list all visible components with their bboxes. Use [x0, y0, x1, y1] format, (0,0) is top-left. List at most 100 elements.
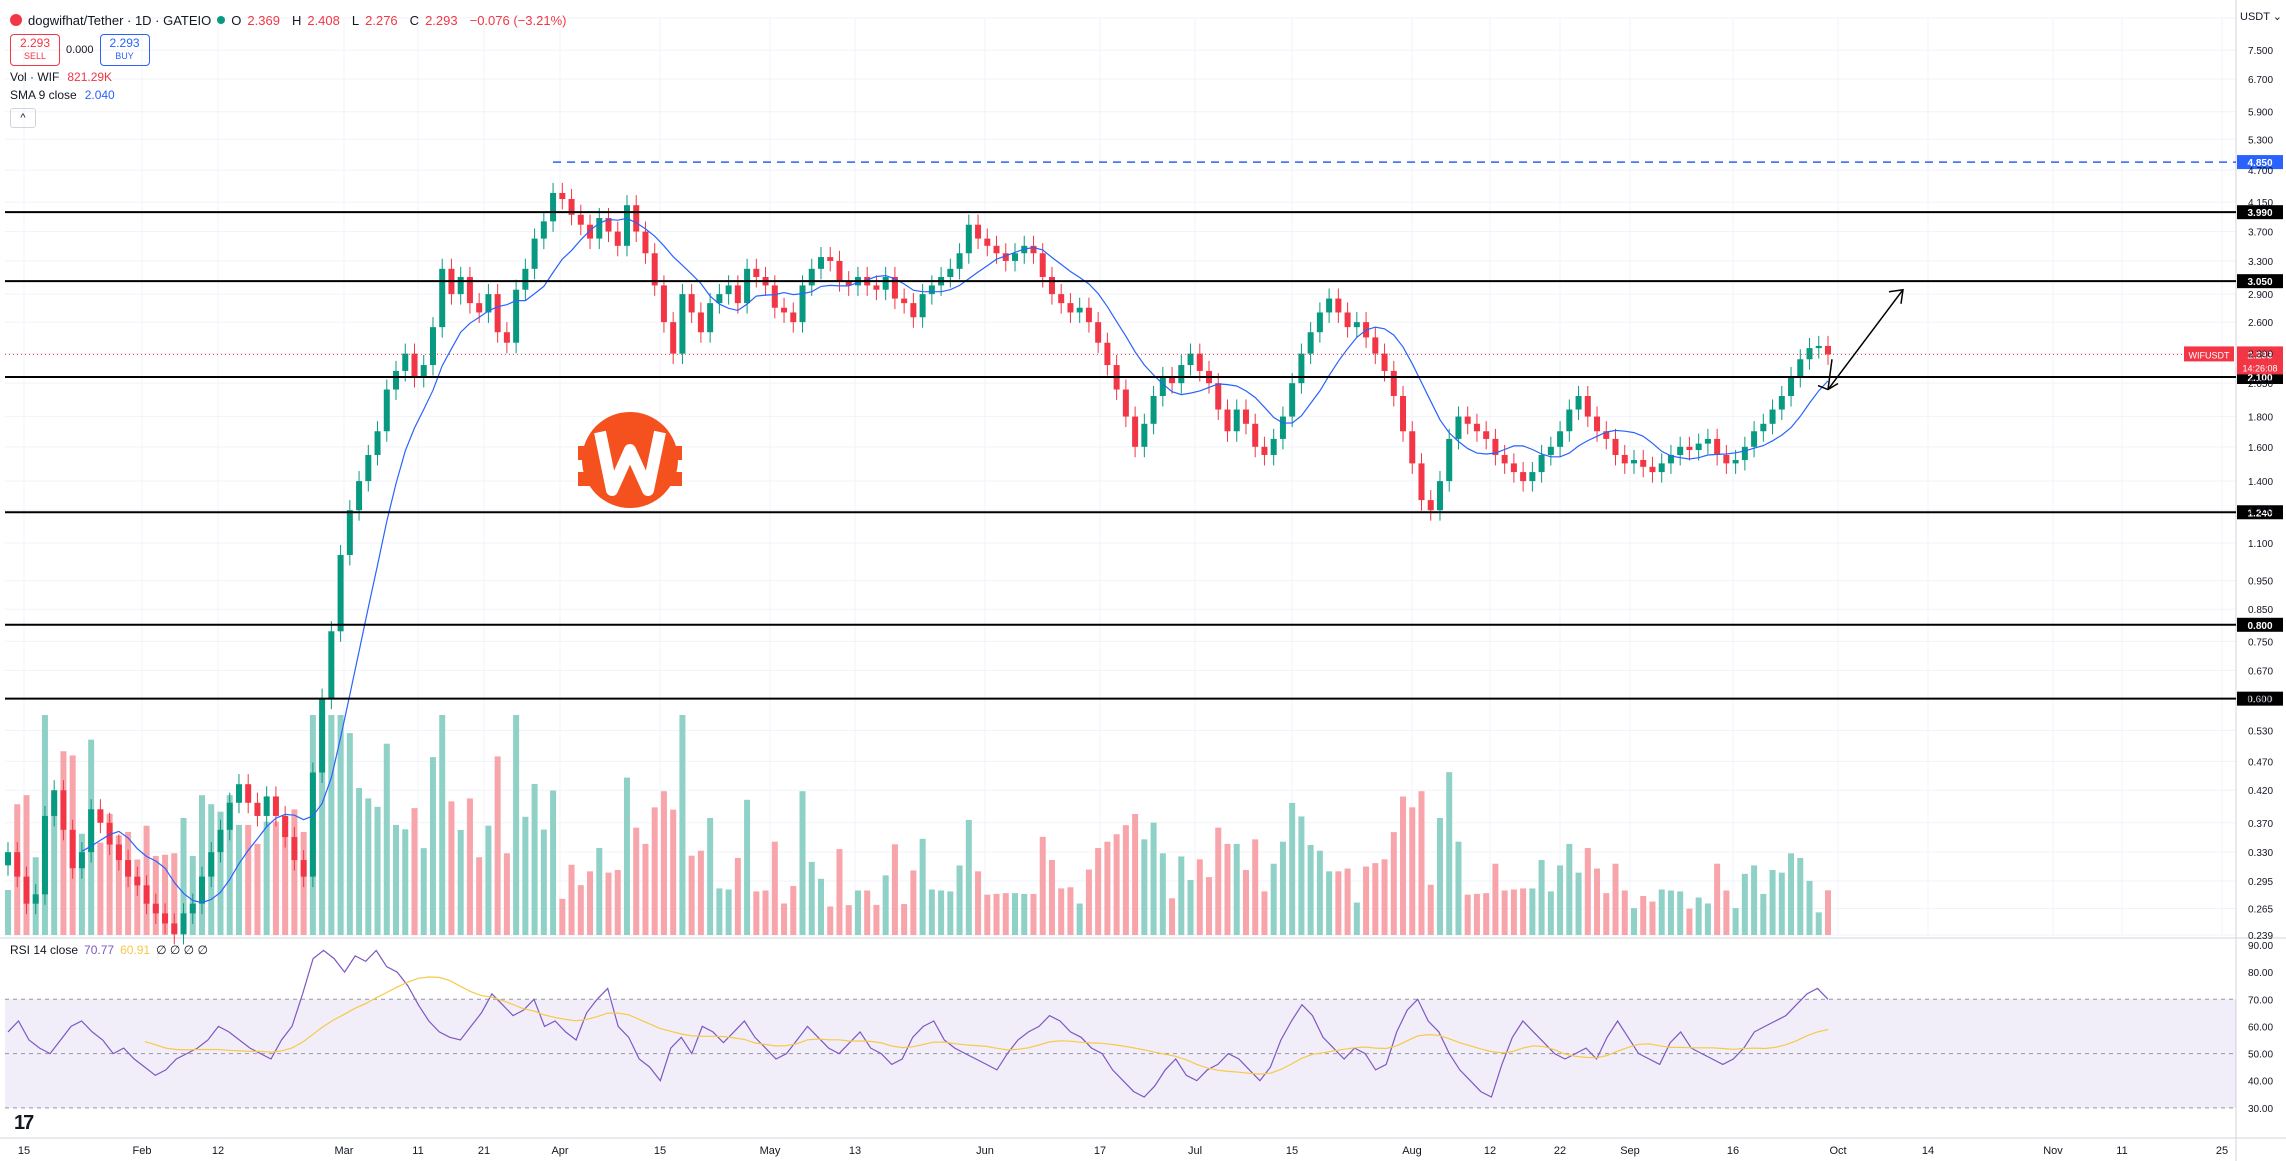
- volume-bar: [1372, 863, 1379, 935]
- symbol-title[interactable]: dogwifhat/Tether · 1D · GATEIO: [28, 12, 212, 28]
- volume-bar: [1344, 868, 1351, 935]
- buy-button[interactable]: 2.293 BUY: [99, 34, 150, 66]
- sma-indicator[interactable]: SMA 9 close 2.040: [10, 84, 572, 106]
- candle-body: [1667, 454, 1674, 464]
- candle-body: [180, 913, 187, 934]
- candle-body: [568, 199, 575, 215]
- price-tick-label: 0.420: [2248, 786, 2273, 797]
- volume-bar: [1400, 796, 1407, 935]
- candle-body: [1566, 409, 1573, 432]
- candle-body: [328, 631, 335, 699]
- volume-bar: [457, 829, 464, 935]
- rsi-tick-label: 60.00: [2248, 1022, 2273, 1033]
- candle-body: [503, 332, 510, 343]
- volume-bar: [1584, 847, 1591, 935]
- sell-button[interactable]: 2.293 SELL: [10, 34, 60, 66]
- volume-bar: [568, 864, 575, 935]
- volume-label: Vol · WIF: [10, 70, 60, 84]
- candle-body: [134, 876, 141, 886]
- price-tick-label: 4.150: [2248, 198, 2273, 209]
- volume-bar: [1686, 908, 1693, 935]
- volume-bar: [1039, 836, 1046, 935]
- candle-body: [984, 238, 991, 246]
- candle-body: [1335, 298, 1342, 313]
- volume-bar: [393, 824, 400, 935]
- time-tick-label: Jun: [976, 1145, 994, 1157]
- candle-body: [1436, 481, 1443, 511]
- candle-body: [975, 224, 982, 239]
- level-price-box: [2237, 691, 2283, 706]
- volume-bar: [1363, 866, 1370, 935]
- candle-body: [882, 276, 889, 290]
- candle-body: [827, 257, 834, 261]
- volume-bar: [1298, 816, 1305, 935]
- volume-bar: [346, 733, 353, 935]
- candle-body: [1104, 342, 1111, 366]
- candle-body: [254, 802, 261, 816]
- volume-bar: [965, 819, 972, 935]
- volume-bar: [670, 809, 677, 935]
- currency-selector[interactable]: USDT ⌄: [2240, 11, 2283, 23]
- volume-bar: [531, 783, 538, 935]
- candle-body: [891, 276, 898, 299]
- volume-bar: [1132, 813, 1139, 935]
- price-tick-label: 3.700: [2248, 228, 2273, 239]
- volume-bar: [781, 903, 788, 935]
- price-tick-label: 0.370: [2248, 819, 2273, 830]
- market-open-icon: [217, 16, 226, 24]
- price-tick-label: 0.330: [2248, 848, 2273, 859]
- rsi-legend[interactable]: RSI 14 close 70.77 60.91 ∅ ∅ ∅ ∅: [10, 943, 208, 957]
- volume-bar: [1076, 903, 1083, 935]
- candle-body: [60, 790, 67, 830]
- volume-bar: [633, 827, 640, 935]
- candle-body: [1825, 345, 1831, 355]
- price-tick-label: 0.265: [2248, 904, 2273, 915]
- ohlc-close-value: 2.293: [425, 12, 458, 28]
- candle-body: [476, 303, 483, 313]
- rsi-ma-value: 60.91: [120, 943, 151, 957]
- volume-bar: [1769, 869, 1776, 935]
- volume-bar: [1714, 863, 1721, 935]
- candle-body: [106, 822, 113, 845]
- time-tick-label: 11: [412, 1145, 423, 1157]
- candle-body: [217, 829, 224, 853]
- volume-bar: [891, 844, 898, 935]
- rsi-tick-label: 90.00: [2248, 941, 2273, 952]
- volume-bar: [1012, 893, 1019, 935]
- candle-body: [1076, 307, 1083, 313]
- volume-bar: [1002, 893, 1009, 935]
- candle-body: [1085, 307, 1092, 323]
- candle-body: [956, 253, 963, 269]
- volume-indicator[interactable]: Vol · WIF 821.29K: [10, 66, 572, 88]
- candle-body: [162, 913, 169, 924]
- volume-bar: [799, 791, 806, 935]
- volume-bar: [217, 811, 224, 935]
- candle-body: [531, 238, 538, 269]
- candle-body: [753, 268, 760, 277]
- volume-bar: [854, 890, 861, 935]
- candle-body: [466, 276, 473, 304]
- candle-body: [51, 790, 58, 816]
- candle-body: [226, 802, 233, 830]
- volume-bar: [1316, 850, 1323, 935]
- time-tick-label: May: [760, 1145, 781, 1157]
- volume-bar: [1760, 893, 1767, 935]
- volume-bar: [873, 904, 880, 935]
- candle-body: [614, 231, 621, 246]
- candle-body: [1307, 332, 1314, 354]
- volume-bar: [623, 777, 630, 935]
- volume-bar: [938, 890, 945, 935]
- candle-body: [1538, 454, 1545, 473]
- volume-bar: [1270, 863, 1277, 935]
- ohlc-change-value: −0.076 (−3.21%): [469, 12, 567, 28]
- volume-bar: [513, 715, 520, 935]
- level-price-label: 0.800: [2247, 621, 2272, 632]
- price-tick-label: 6.700: [2248, 75, 2273, 86]
- time-tick-label: 13: [849, 1145, 861, 1157]
- volume-bar: [503, 853, 510, 935]
- ohlc-low-value: 2.276: [365, 12, 398, 28]
- volume-bar: [845, 905, 852, 935]
- candle-body: [781, 307, 788, 313]
- collapse-legend-button[interactable]: ^: [10, 108, 36, 128]
